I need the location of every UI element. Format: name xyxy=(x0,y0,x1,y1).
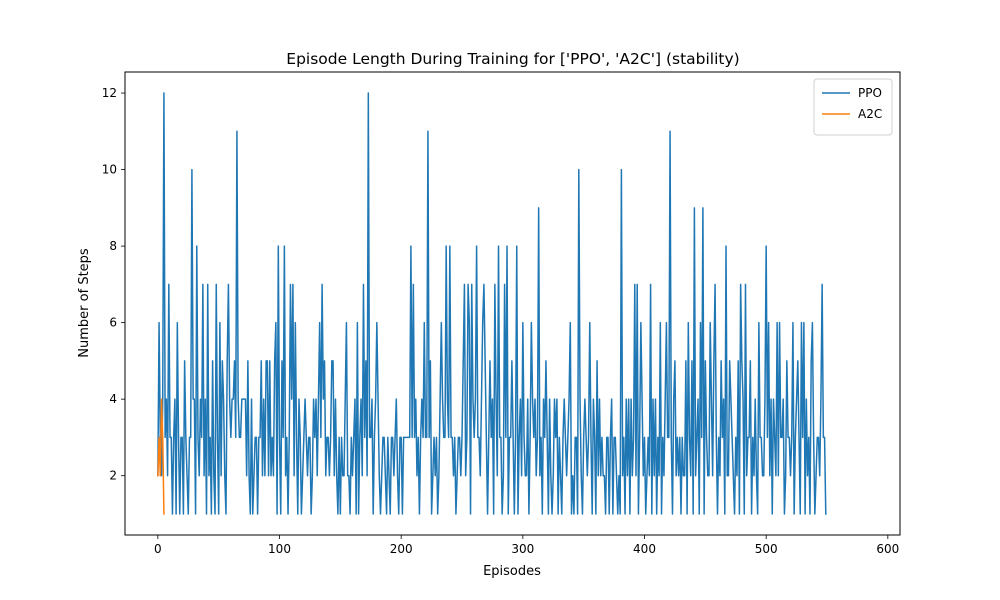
x-tick-label: 300 xyxy=(511,542,534,556)
y-tick-label: 6 xyxy=(109,316,117,330)
axes-frame xyxy=(124,71,901,536)
y-axis-ticks: 2 4 6 8 10 12 xyxy=(102,86,125,483)
x-tick-label: 200 xyxy=(390,542,413,556)
x-axis-label: Episodes xyxy=(483,564,541,579)
y-tick-label: 12 xyxy=(102,86,117,100)
x-tick-label: 100 xyxy=(268,542,291,556)
series-line-a2c xyxy=(157,398,165,515)
y-tick-label: 10 xyxy=(102,163,117,177)
x-tick-label: 0 xyxy=(154,542,162,556)
x-tick-label: 600 xyxy=(876,542,899,556)
plot-area xyxy=(157,92,827,515)
x-tick-label: 400 xyxy=(633,542,656,556)
y-tick-label: 8 xyxy=(109,239,117,253)
legend: PPO A2C xyxy=(813,78,893,136)
y-tick-label: 2 xyxy=(109,469,117,483)
legend-label-ppo: PPO xyxy=(858,86,882,100)
y-axis-label: Number of Steps xyxy=(77,248,92,358)
legend-label-a2c: A2C xyxy=(858,107,882,121)
chart-title: Episode Length During Training for ['PPO… xyxy=(286,50,739,68)
x-axis-ticks: 0 100 200 300 400 500 600 xyxy=(154,535,899,556)
series-line-ppo xyxy=(157,92,827,515)
y-tick-label: 4 xyxy=(109,392,117,406)
x-tick-label: 500 xyxy=(755,542,778,556)
